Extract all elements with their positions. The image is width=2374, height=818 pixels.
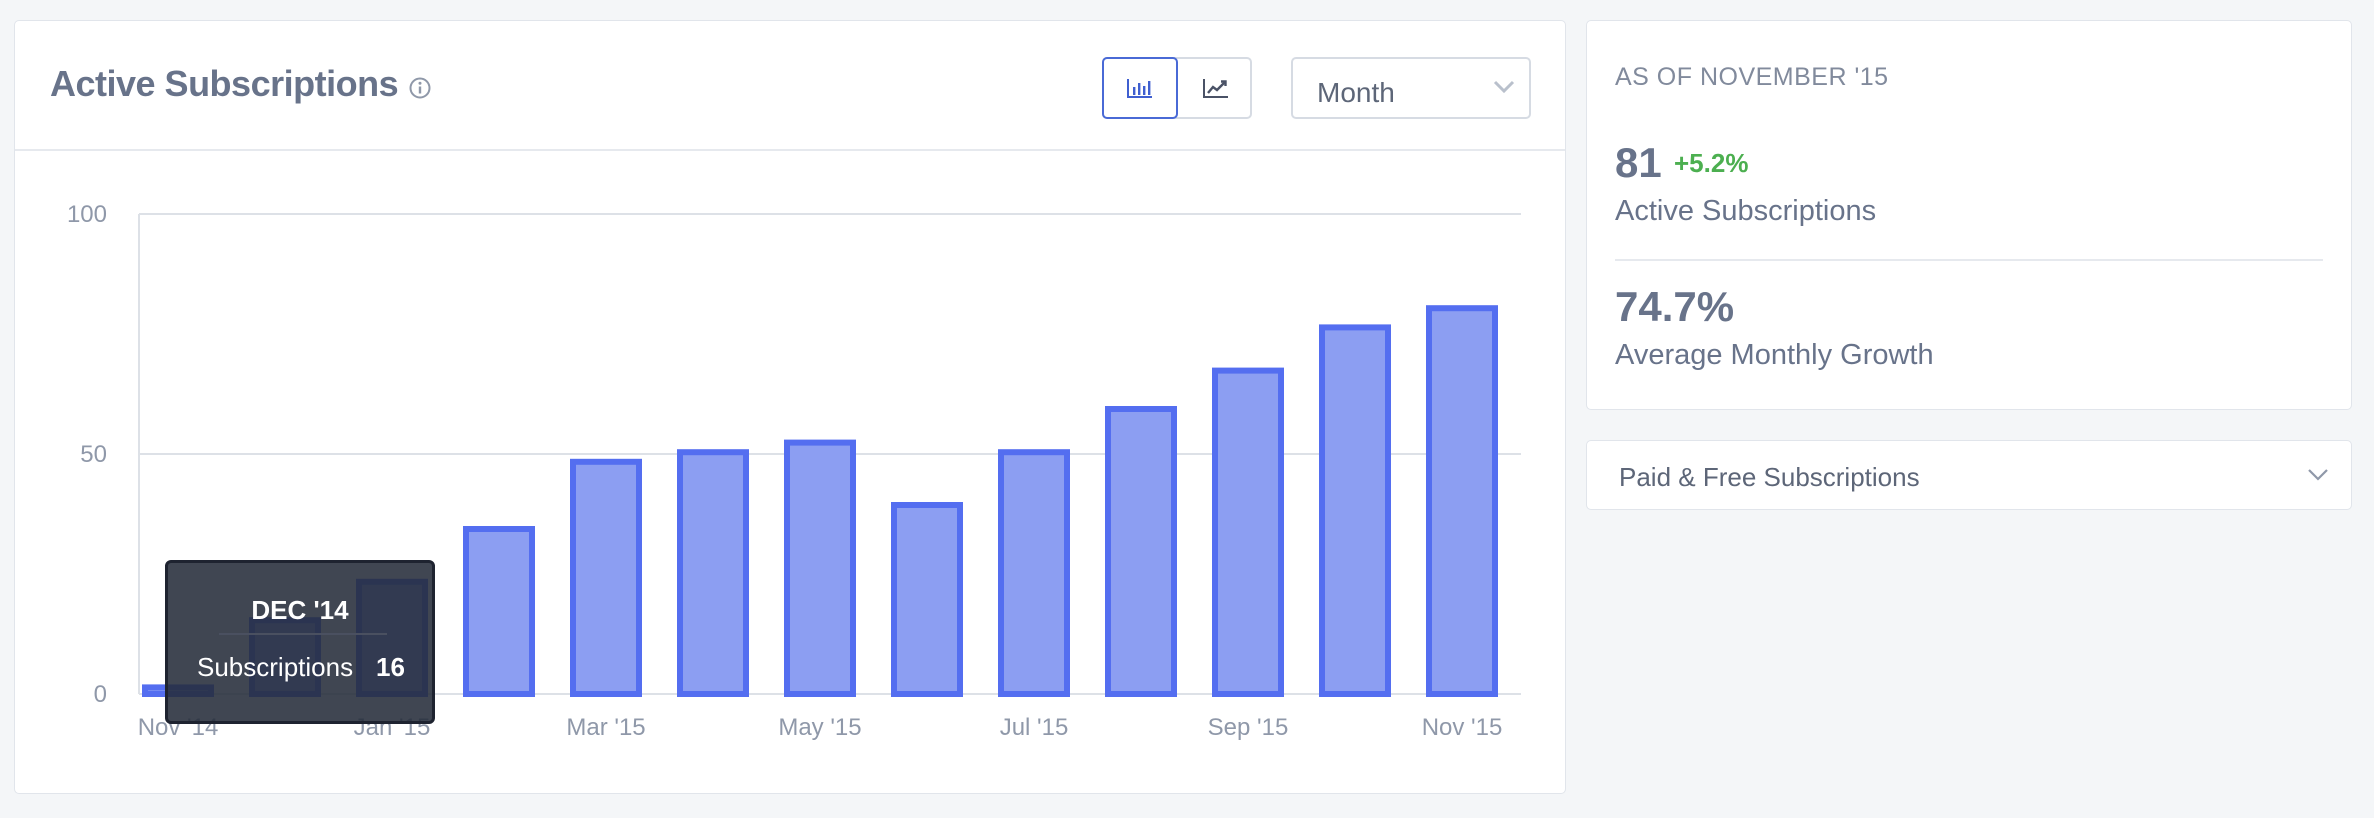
y-tick-label: 50 <box>80 441 107 468</box>
active-subscriptions-label: Active Subscriptions <box>1615 195 1877 227</box>
period-select-value: Month <box>1317 77 1395 108</box>
line-chart-toggle-button[interactable] <box>1178 57 1254 119</box>
chart-tooltip: DEC '14 Subscriptions 16 <box>165 560 435 724</box>
chevron-down-icon <box>2308 469 2328 481</box>
x-tick-label: Jul '15 <box>1000 714 1069 741</box>
x-tick-label: Mar '15 <box>566 714 645 741</box>
bar-chart-toggle-button[interactable] <box>1102 57 1178 119</box>
period-select[interactable]: Month <box>1291 57 1531 119</box>
monthly-growth-label: Average Monthly Growth <box>1615 339 1934 371</box>
tooltip-label: Subscriptions <box>197 652 354 682</box>
x-tick-label: Sep '15 <box>1208 714 1289 741</box>
bar <box>1319 324 1391 697</box>
paid-free-subscriptions-dropdown[interactable]: Paid & Free Subscriptions <box>1586 440 2352 510</box>
bar <box>677 449 749 698</box>
x-tick-label: May '15 <box>778 714 861 741</box>
y-tick-label: 100 <box>67 201 107 228</box>
tooltip-divider <box>219 633 387 635</box>
bar <box>463 526 535 697</box>
active-subscriptions-change: +5.2% <box>1674 148 1749 178</box>
bar <box>1105 406 1177 697</box>
tooltip-title: DEC '14 <box>251 595 349 625</box>
chart-title: Active Subscriptions <box>50 63 399 104</box>
paid-free-subscriptions-label: Paid & Free Subscriptions <box>1619 462 1920 492</box>
y-tick-label: 0 <box>94 681 107 708</box>
bar <box>891 502 963 697</box>
stats-divider <box>1615 259 2323 261</box>
bar <box>784 439 856 697</box>
tooltip-value: 16 <box>376 652 405 682</box>
x-tick-label: Nov '15 <box>1422 714 1503 741</box>
stats-card: AS OF NOVEMBER '15 81 +5.2% Active Subsc… <box>1586 20 2352 410</box>
chevron-down-icon <box>1493 80 1515 94</box>
as-of-date: AS OF NOVEMBER '15 <box>1615 63 1889 91</box>
monthly-growth-value: 74.7% <box>1615 283 1735 330</box>
info-icon[interactable] <box>408 76 432 100</box>
chart-type-toggle <box>1102 57 1252 119</box>
bar <box>1426 305 1498 697</box>
bar <box>998 449 1070 698</box>
line-chart-icon <box>1203 79 1228 98</box>
chart-card-header: Active Subscriptions <box>15 21 1565 151</box>
bar <box>1212 367 1284 697</box>
bar <box>570 458 642 697</box>
bar-chart-icon <box>1127 79 1152 98</box>
active-subscriptions-value: 81 <box>1615 139 1662 186</box>
